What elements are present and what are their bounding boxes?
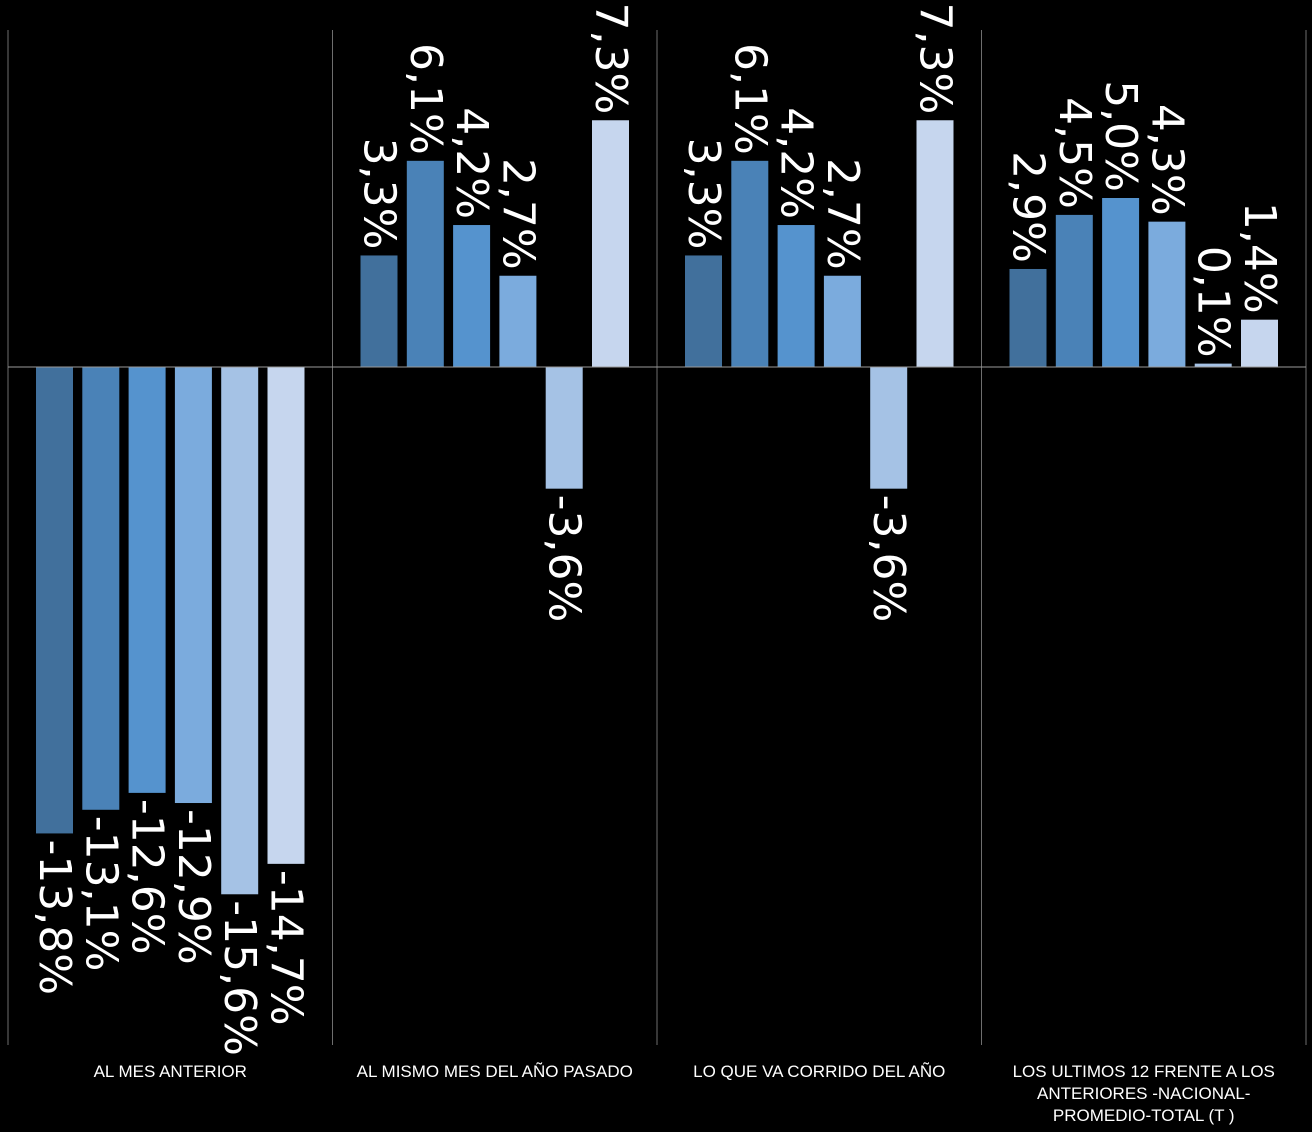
data-label: 5,0% (1095, 80, 1146, 192)
data-label: 0,1% (1188, 246, 1239, 358)
bar (685, 255, 722, 367)
data-label: 6,1% (400, 43, 451, 155)
bar (545, 367, 583, 489)
bar (1241, 319, 1278, 367)
data-label: -13,1% (75, 816, 126, 972)
bar (592, 120, 629, 367)
bar (823, 275, 861, 367)
bar (916, 120, 954, 367)
bar (1148, 221, 1186, 367)
data-label: -14,7% (261, 870, 312, 1026)
data-label: -3,6% (539, 495, 590, 623)
bars (36, 120, 1278, 895)
data-label: 4,2% (771, 107, 822, 219)
category-labels: AL MES ANTERIOR AL MISMO MES DEL AÑO PASA… (94, 1062, 1275, 1125)
bar (731, 160, 769, 367)
data-label: 2,9% (1003, 151, 1054, 263)
data-label: 4,2% (446, 107, 497, 219)
category-label: LOS ULTIMOS 12 FRENTE A LOS (1013, 1062, 1275, 1081)
category-label: AL MISMO MES DEL AÑO PASADO (357, 1062, 633, 1081)
data-label: -15,6% (214, 900, 265, 1056)
category-label: ANTERIORES -NACIONAL- (1037, 1084, 1250, 1103)
data-label: -3,6% (863, 495, 914, 623)
category-separators (7, 30, 1307, 1045)
category-label: AL MES ANTERIOR (94, 1062, 247, 1081)
category-label: PROMEDIO-TOTAL (T ) (1053, 1106, 1235, 1125)
data-label: -12,9% (168, 809, 219, 965)
data-label: 3,3% (354, 138, 405, 250)
bar (221, 367, 259, 895)
bar (360, 255, 398, 367)
category-label: LO QUE VA CORRIDO DEL AÑO (693, 1062, 945, 1081)
bar (267, 367, 305, 864)
bar (1055, 214, 1093, 367)
bar (777, 225, 815, 367)
data-label: 7,3% (585, 2, 636, 114)
bar (36, 367, 73, 834)
bar (1194, 363, 1232, 367)
bar (870, 367, 908, 489)
bar (406, 160, 444, 367)
bar (174, 367, 212, 804)
data-label: 1,4% (1234, 202, 1285, 314)
bar (1009, 268, 1047, 367)
data-label: 4,3% (1141, 104, 1192, 216)
data-labels: -13,8%-13,1%-12,6%-12,9%-15,6%-14,7% 3,3%… (29, 2, 1285, 1055)
data-label: 2,7% (817, 158, 868, 270)
data-label: 3,3% (678, 138, 729, 250)
bar (82, 367, 120, 810)
data-label: -13,8% (29, 839, 80, 995)
bar (499, 275, 537, 367)
bar (453, 225, 491, 367)
data-label: -12,6% (122, 799, 173, 955)
data-label: 2,7% (492, 158, 543, 270)
data-label: 6,1% (724, 43, 775, 155)
data-label: 4,5% (1049, 97, 1100, 209)
bar (1102, 198, 1140, 367)
data-label: 7,3% (910, 2, 961, 114)
bar (128, 367, 166, 793)
